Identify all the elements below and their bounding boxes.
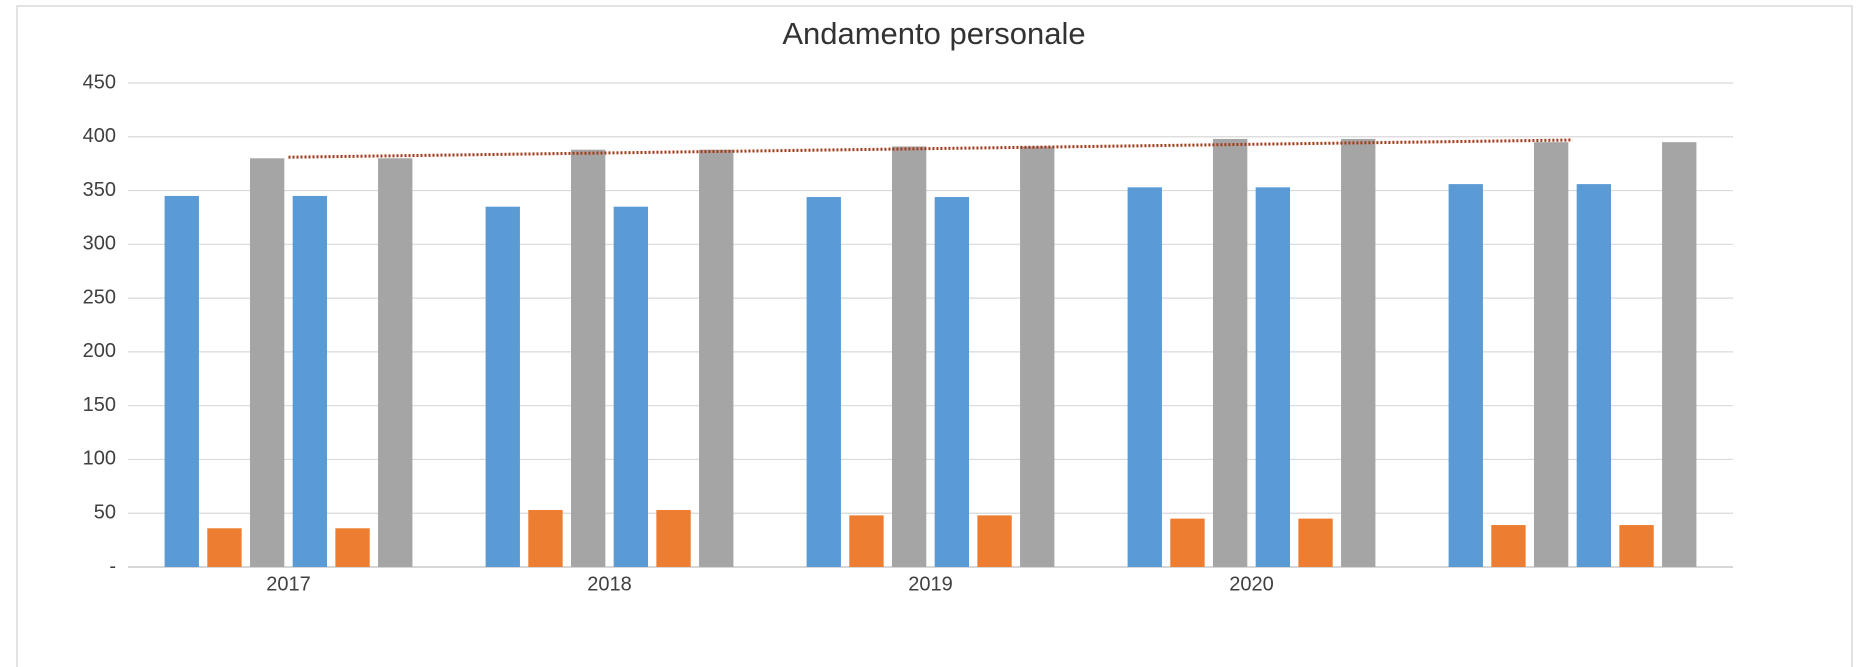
x-tick-label: 2019 xyxy=(908,573,953,595)
y-tick-label: 200 xyxy=(83,340,116,362)
bar xyxy=(977,515,1012,567)
y-tick-label: 100 xyxy=(83,448,116,470)
y-tick-label: 250 xyxy=(83,286,116,308)
x-tick-label: 2020 xyxy=(1229,573,1274,595)
bar xyxy=(335,528,370,567)
y-tick-label: - xyxy=(109,555,116,577)
y-tick-label: 350 xyxy=(83,179,116,201)
x-tick-label: 2018 xyxy=(587,573,632,595)
bar xyxy=(1619,525,1654,567)
bar xyxy=(1448,184,1483,567)
bar xyxy=(849,515,884,567)
bar xyxy=(656,509,691,567)
bar xyxy=(570,149,606,567)
bar xyxy=(249,158,285,568)
bar xyxy=(1127,187,1162,567)
bar xyxy=(1576,184,1612,567)
y-tick-label: 300 xyxy=(83,233,116,255)
bar xyxy=(378,158,413,568)
y-tick-label: 50 xyxy=(94,502,116,524)
bar xyxy=(1212,138,1248,567)
bar xyxy=(1341,138,1376,567)
bar xyxy=(164,195,199,567)
bar xyxy=(806,197,841,567)
y-tick-label: 400 xyxy=(83,125,116,147)
bar xyxy=(1298,518,1333,567)
bar xyxy=(934,197,970,567)
bar xyxy=(1533,142,1569,567)
chart-title: Andamento personale xyxy=(782,16,1085,51)
bar xyxy=(891,146,927,568)
bar xyxy=(1020,146,1055,568)
bar xyxy=(1255,187,1291,567)
chart-border xyxy=(16,5,1853,667)
y-tick-label: 150 xyxy=(83,394,116,416)
x-tick-label: 2017 xyxy=(266,573,311,595)
bar xyxy=(1662,142,1697,567)
bar xyxy=(1491,525,1526,567)
bar xyxy=(1170,518,1205,567)
bar xyxy=(699,149,734,567)
y-tick-label: 450 xyxy=(83,71,116,93)
bar xyxy=(207,528,242,567)
bar xyxy=(613,206,649,567)
bar xyxy=(292,195,328,567)
bar xyxy=(528,509,563,567)
bar xyxy=(485,206,520,567)
